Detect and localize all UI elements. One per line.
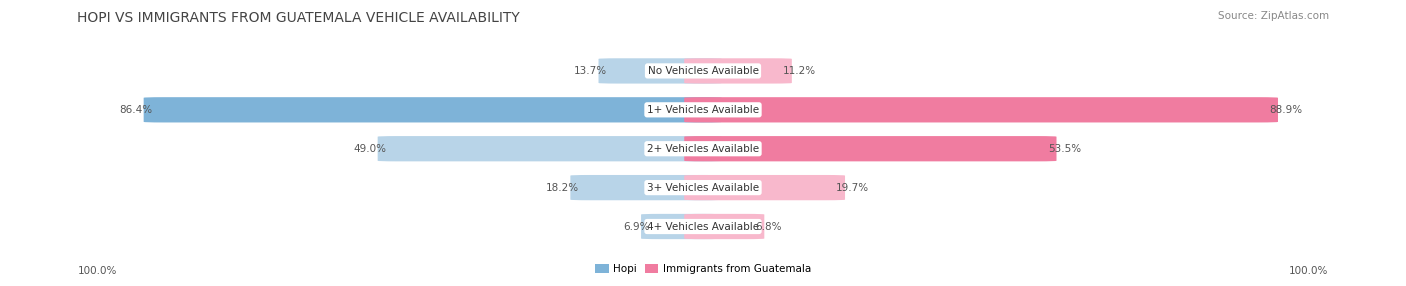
FancyBboxPatch shape	[571, 175, 721, 200]
Text: 53.5%: 53.5%	[1047, 144, 1081, 154]
Text: No Vehicles Available: No Vehicles Available	[648, 66, 758, 76]
FancyBboxPatch shape	[641, 214, 721, 239]
Legend: Hopi, Immigrants from Guatemala: Hopi, Immigrants from Guatemala	[591, 260, 815, 278]
Text: 100.0%: 100.0%	[77, 266, 117, 276]
Text: 4+ Vehicles Available: 4+ Vehicles Available	[647, 222, 759, 231]
Text: 1+ Vehicles Available: 1+ Vehicles Available	[647, 105, 759, 115]
FancyBboxPatch shape	[685, 97, 1278, 122]
Text: 11.2%: 11.2%	[783, 66, 817, 76]
Text: 3+ Vehicles Available: 3+ Vehicles Available	[647, 183, 759, 192]
Text: 13.7%: 13.7%	[574, 66, 607, 76]
Text: 86.4%: 86.4%	[120, 105, 152, 115]
Text: 18.2%: 18.2%	[546, 183, 579, 192]
Text: 19.7%: 19.7%	[837, 183, 869, 192]
Text: 100.0%: 100.0%	[1289, 266, 1329, 276]
Text: 6.8%: 6.8%	[755, 222, 782, 231]
FancyBboxPatch shape	[378, 136, 721, 161]
FancyBboxPatch shape	[143, 97, 721, 122]
Text: 88.9%: 88.9%	[1270, 105, 1302, 115]
FancyBboxPatch shape	[685, 214, 765, 239]
Text: HOPI VS IMMIGRANTS FROM GUATEMALA VEHICLE AVAILABILITY: HOPI VS IMMIGRANTS FROM GUATEMALA VEHICL…	[77, 11, 520, 25]
Text: Source: ZipAtlas.com: Source: ZipAtlas.com	[1218, 11, 1329, 21]
FancyBboxPatch shape	[685, 136, 1056, 161]
Text: 6.9%: 6.9%	[623, 222, 650, 231]
FancyBboxPatch shape	[685, 58, 792, 84]
FancyBboxPatch shape	[599, 58, 721, 84]
FancyBboxPatch shape	[685, 175, 845, 200]
Text: 2+ Vehicles Available: 2+ Vehicles Available	[647, 144, 759, 154]
Text: 49.0%: 49.0%	[353, 144, 387, 154]
